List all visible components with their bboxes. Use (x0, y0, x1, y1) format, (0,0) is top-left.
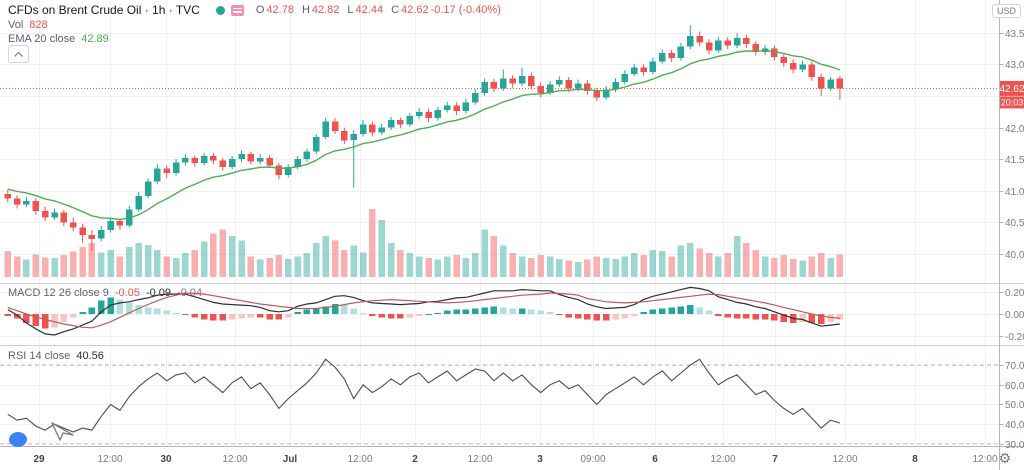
macd-hist-value: -0.05 (114, 287, 140, 299)
svg-text:42.00: 42.00 (1005, 124, 1024, 135)
macd-signal-line (7, 292, 840, 329)
ema-line (7, 49, 841, 221)
event-marker-icon[interactable] (9, 432, 27, 447)
symbol-title[interactable]: CFDs on Brent Crude Oil · 1h · TVC (8, 3, 200, 17)
svg-text:-0.20: -0.20 (1005, 332, 1024, 343)
macd-line (7, 286, 840, 336)
macd-histogram (4, 297, 844, 329)
macd-signal-value: -0.04 (177, 287, 203, 299)
ema-legend: EMA 20 close 42.89 (8, 33, 109, 45)
svg-text:40.00: 40.00 (1005, 250, 1024, 261)
rsi-label[interactable]: RSI 14 close (8, 350, 71, 362)
mouse-cursor-icon (50, 421, 78, 448)
svg-text:2: 2 (412, 454, 418, 465)
collapse-indicators-button[interactable] (8, 45, 29, 63)
currency-button[interactable]: USD (991, 4, 1021, 18)
price-gridlines (0, 33, 1000, 255)
countdown-badge: 20:03 (1000, 96, 1024, 109)
svg-text:30: 30 (160, 454, 172, 465)
svg-text:70.00: 70.00 (1005, 361, 1024, 372)
svg-text:40.50: 40.50 (1005, 218, 1024, 229)
rsi-value: 40.56 (76, 350, 104, 362)
candles (4, 25, 844, 251)
last-price-badge: 42.62 (999, 80, 1024, 96)
open-label: O (255, 4, 265, 16)
price-axis-labels: 43.50 43.00 42.00 41.50 41.00 40.50 40.00 (999, 29, 1024, 261)
svg-text:12:00: 12:00 (347, 454, 372, 465)
rsi-bands (0, 364, 1000, 445)
svg-text:12:00: 12:00 (222, 454, 247, 465)
gear-icon[interactable]: ⚙ (998, 450, 1011, 466)
svg-text:0.00: 0.00 (1005, 310, 1024, 321)
change-value: -0.17 (-0.40%) (430, 4, 501, 16)
data-flag-icon[interactable] (230, 4, 244, 16)
macd-axis-labels: 0.20 0.00 -0.20 (999, 288, 1024, 343)
market-status-icon[interactable] (215, 5, 225, 15)
low-label: L (347, 4, 354, 16)
svg-text:6: 6 (652, 454, 658, 465)
volume-label[interactable]: Vol (8, 19, 24, 31)
volume-bars (4, 209, 844, 277)
rsi-line (7, 358, 841, 433)
low-value: 42.44 (355, 4, 384, 16)
svg-text:09:00: 09:00 (580, 454, 605, 465)
svg-text:30.00: 30.00 (1005, 440, 1024, 451)
svg-text:12:00: 12:00 (97, 454, 122, 465)
macd-legend: MACD 12 26 close 9 -0.05 -0.09 -0.04 (8, 287, 202, 299)
svg-text:60.00: 60.00 (1005, 381, 1024, 392)
svg-text:Jul: Jul (283, 454, 298, 465)
rsi-legend: RSI 14 close 40.56 (8, 350, 104, 362)
svg-text:42.62: 42.62 (999, 84, 1024, 95)
svg-text:12:00: 12:00 (832, 454, 857, 465)
svg-text:41.00: 41.00 (1005, 187, 1024, 198)
svg-text:20:03: 20:03 (1001, 97, 1024, 107)
high-value: 42.82 (311, 4, 340, 16)
rsi-axis-labels: 70.00 60.00 50.00 40.00 30.00 (999, 361, 1024, 451)
close-label: C (391, 4, 400, 16)
symbol-legend: CFDs on Brent Crude Oil · 1h · TVC O 42.7… (8, 3, 501, 17)
svg-text:12:00: 12:00 (972, 454, 997, 465)
macd-gridlines (0, 292, 1000, 337)
svg-text:50.00: 50.00 (1005, 400, 1024, 411)
high-label: H (301, 4, 310, 16)
macd-label[interactable]: MACD 12 26 close 9 (8, 287, 109, 299)
ema-label[interactable]: EMA 20 close (8, 33, 76, 45)
volume-legend: Vol 828 (8, 19, 48, 31)
svg-text:29: 29 (33, 454, 45, 465)
ema-value: 42.89 (81, 33, 109, 45)
time-axis-labels[interactable]: 29 12:00 30 12:00 Jul 12:00 2 12:00 3 09:00 6 12:00… (33, 454, 998, 465)
svg-text:12:00: 12:00 (467, 454, 492, 465)
svg-text:43.50: 43.50 (1005, 29, 1024, 40)
svg-text:12:00: 12:00 (710, 454, 735, 465)
svg-text:3: 3 (537, 454, 543, 465)
close-value: 42.62 (401, 4, 429, 16)
macd-line-value: -0.09 (145, 287, 172, 299)
volume-value: 828 (29, 19, 48, 31)
ohlc-values: O 42.78 H 42.82 L 42.44 C 42.62 -0.17 (-0.40… (250, 4, 501, 16)
svg-text:0.20: 0.20 (1005, 288, 1024, 299)
svg-text:7: 7 (772, 454, 778, 465)
chevron-up-icon (14, 51, 23, 57)
svg-text:40.00: 40.00 (1005, 420, 1024, 431)
rsi-gridlines (0, 385, 1000, 425)
open-value: 42.78 (266, 4, 294, 16)
svg-text:43.00: 43.00 (1005, 60, 1024, 71)
svg-text:41.50: 41.50 (1005, 155, 1024, 166)
svg-text:8: 8 (912, 454, 918, 465)
